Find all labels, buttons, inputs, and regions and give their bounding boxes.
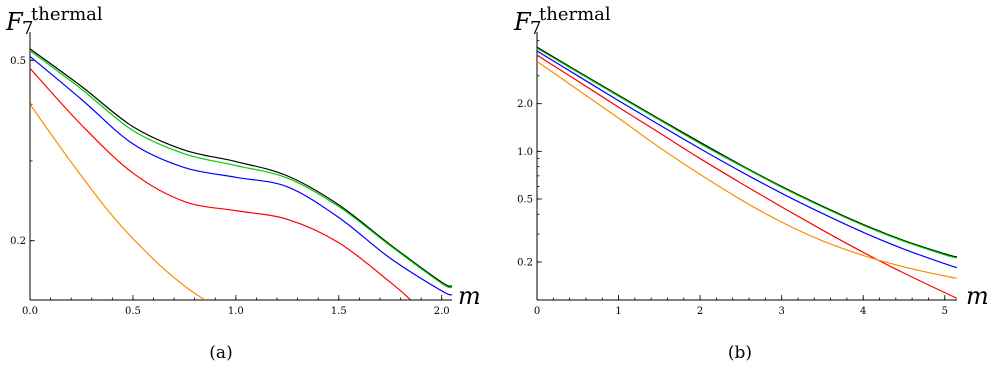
panel-a-ylabel: F 7 thermal: [5, 4, 103, 39]
panel-a-x-tick-label: 0.5: [125, 306, 141, 317]
panel-a-series-line-2: [30, 55, 452, 296]
panel-b-y-tick-label: 0.5: [517, 194, 533, 205]
panel-b-y-tick-label: 1.0: [517, 147, 533, 158]
panel-b-x-tick-label: 4: [860, 306, 866, 317]
panel-b-series-line-1: [537, 47, 957, 259]
panel-a: F 7 thermal m (a) 0.0 0.5 1.0 1.5 2.0 0.2 0.5: [5, 4, 481, 363]
panel-b-series-line-2: [537, 50, 957, 269]
panel-a-ylabel-sub: 7: [22, 18, 33, 39]
panel-a-ylabel-sup: thermal: [31, 4, 103, 25]
panel-a-x-tick-label: 1.0: [228, 306, 244, 317]
panel-b: F 7 thermal m (b) 0 1 2 3 4 5 0.2 0.5 1.0 2.0: [513, 4, 989, 363]
panel-b-series-line-3: [537, 54, 957, 299]
panel-a-series-line-3: [30, 67, 412, 300]
panel-b-y-tick-label: 0.2: [517, 257, 533, 268]
panel-a-caption: (a): [209, 343, 232, 363]
panel-b-x-tick-label: 2: [697, 306, 703, 317]
panel-b-x-tick-label: 0: [534, 306, 540, 317]
panel-b-x-tick-label: 1: [615, 306, 621, 317]
panel-b-ylabel-sup: thermal: [539, 4, 611, 25]
panel-b-xlabel: m: [966, 282, 989, 310]
panel-a-x-tick-label: 2.0: [434, 306, 450, 317]
panel-a-ylabel-main: F: [5, 8, 24, 36]
panel-b-x-tick-label: 5: [942, 306, 948, 317]
panel-b-ylabel: F 7 thermal: [513, 4, 611, 39]
panel-b-ylabel-sub: 7: [530, 18, 541, 39]
panel-b-caption: (b): [728, 343, 752, 363]
panel-a-x-tick-label: 0.0: [22, 306, 38, 317]
panel-b-series-line-0: [537, 46, 957, 258]
panel-a-y-tick-label: 0.2: [10, 236, 26, 247]
panel-a-series-line-4: [30, 103, 206, 300]
panel-a-x-tick-label: 1.5: [331, 306, 347, 317]
panel-a-series-line-0: [30, 48, 452, 287]
panel-a-xlabel: m: [458, 282, 481, 310]
panel-a-series-line-1: [30, 50, 452, 289]
panel-b-ylabel-main: F: [513, 8, 532, 36]
panel-b-y-tick-label: 2.0: [517, 99, 533, 110]
panel-b-series-line-4: [537, 60, 957, 279]
panel-b-x-tick-label: 3: [778, 306, 784, 317]
panel-a-y-tick-label: 0.5: [10, 56, 26, 67]
